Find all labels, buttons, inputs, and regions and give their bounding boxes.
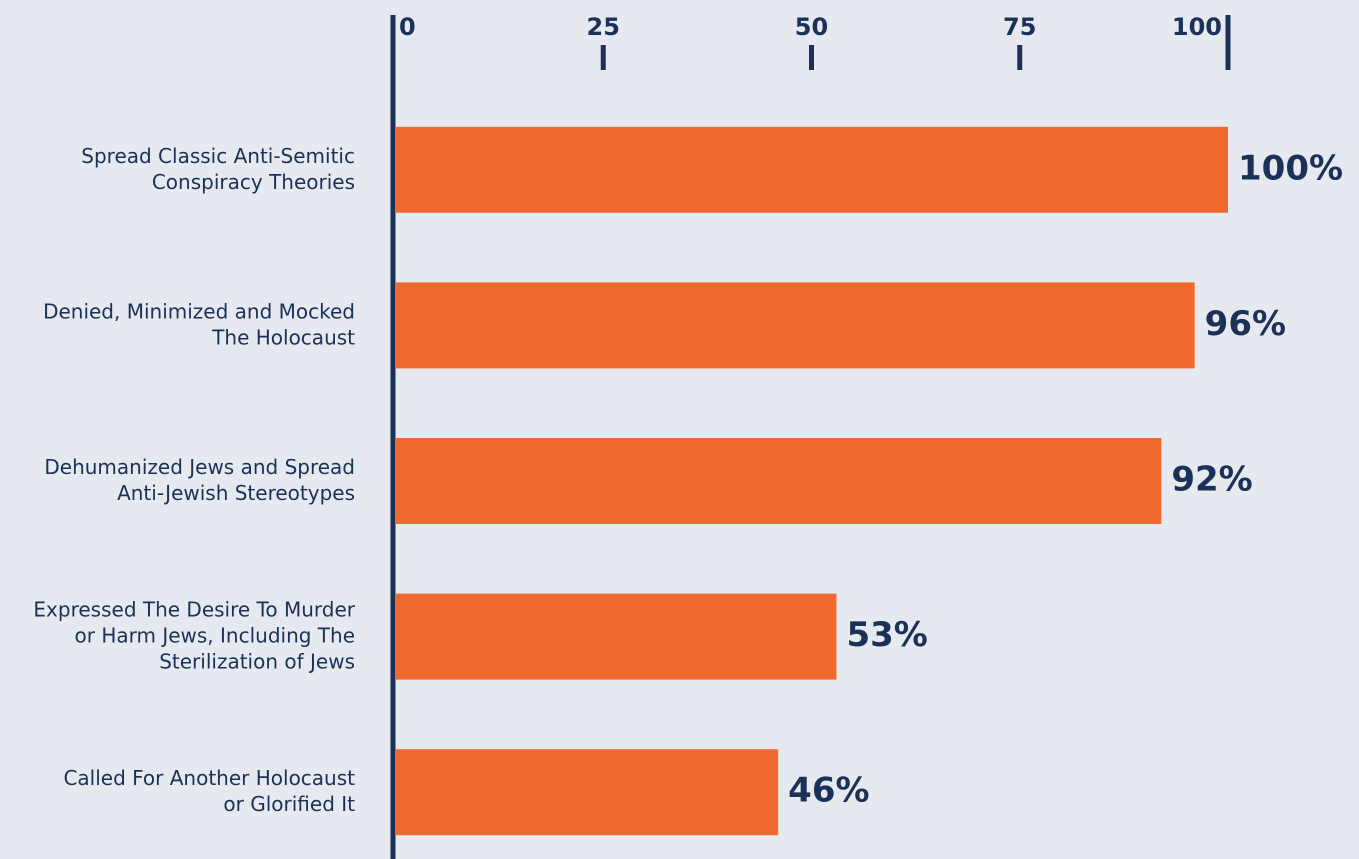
bar xyxy=(395,749,779,836)
x-tick-label: 75 xyxy=(1003,13,1036,41)
value-label: 53% xyxy=(846,615,927,655)
category-label: Denied, Minimized and Mocked The Holocaus… xyxy=(43,299,355,349)
value-label: 96% xyxy=(1205,304,1286,344)
x-tick-label: 50 xyxy=(795,13,828,41)
value-label: 46% xyxy=(788,771,869,811)
bar xyxy=(395,126,1228,213)
category-label: Dehumanized Jews and Spread Anti-Jewish S… xyxy=(44,455,355,505)
value-label: 100% xyxy=(1238,148,1343,188)
bar xyxy=(395,438,1162,524)
x-tick-label: 25 xyxy=(587,13,620,41)
category-label: Spread Classic Anti-Semitic Conspiracy Th… xyxy=(81,143,355,193)
x-tick-label: 0 xyxy=(399,13,416,41)
bar xyxy=(395,593,837,680)
category-label: Expressed The Desire To Murder or Harm Je… xyxy=(33,597,355,673)
category-label: Called For Another Holocaust or Glorified… xyxy=(63,766,355,816)
bar xyxy=(395,282,1195,369)
value-label: 92% xyxy=(1171,460,1252,500)
x-tick-label: 100 xyxy=(1172,13,1222,41)
